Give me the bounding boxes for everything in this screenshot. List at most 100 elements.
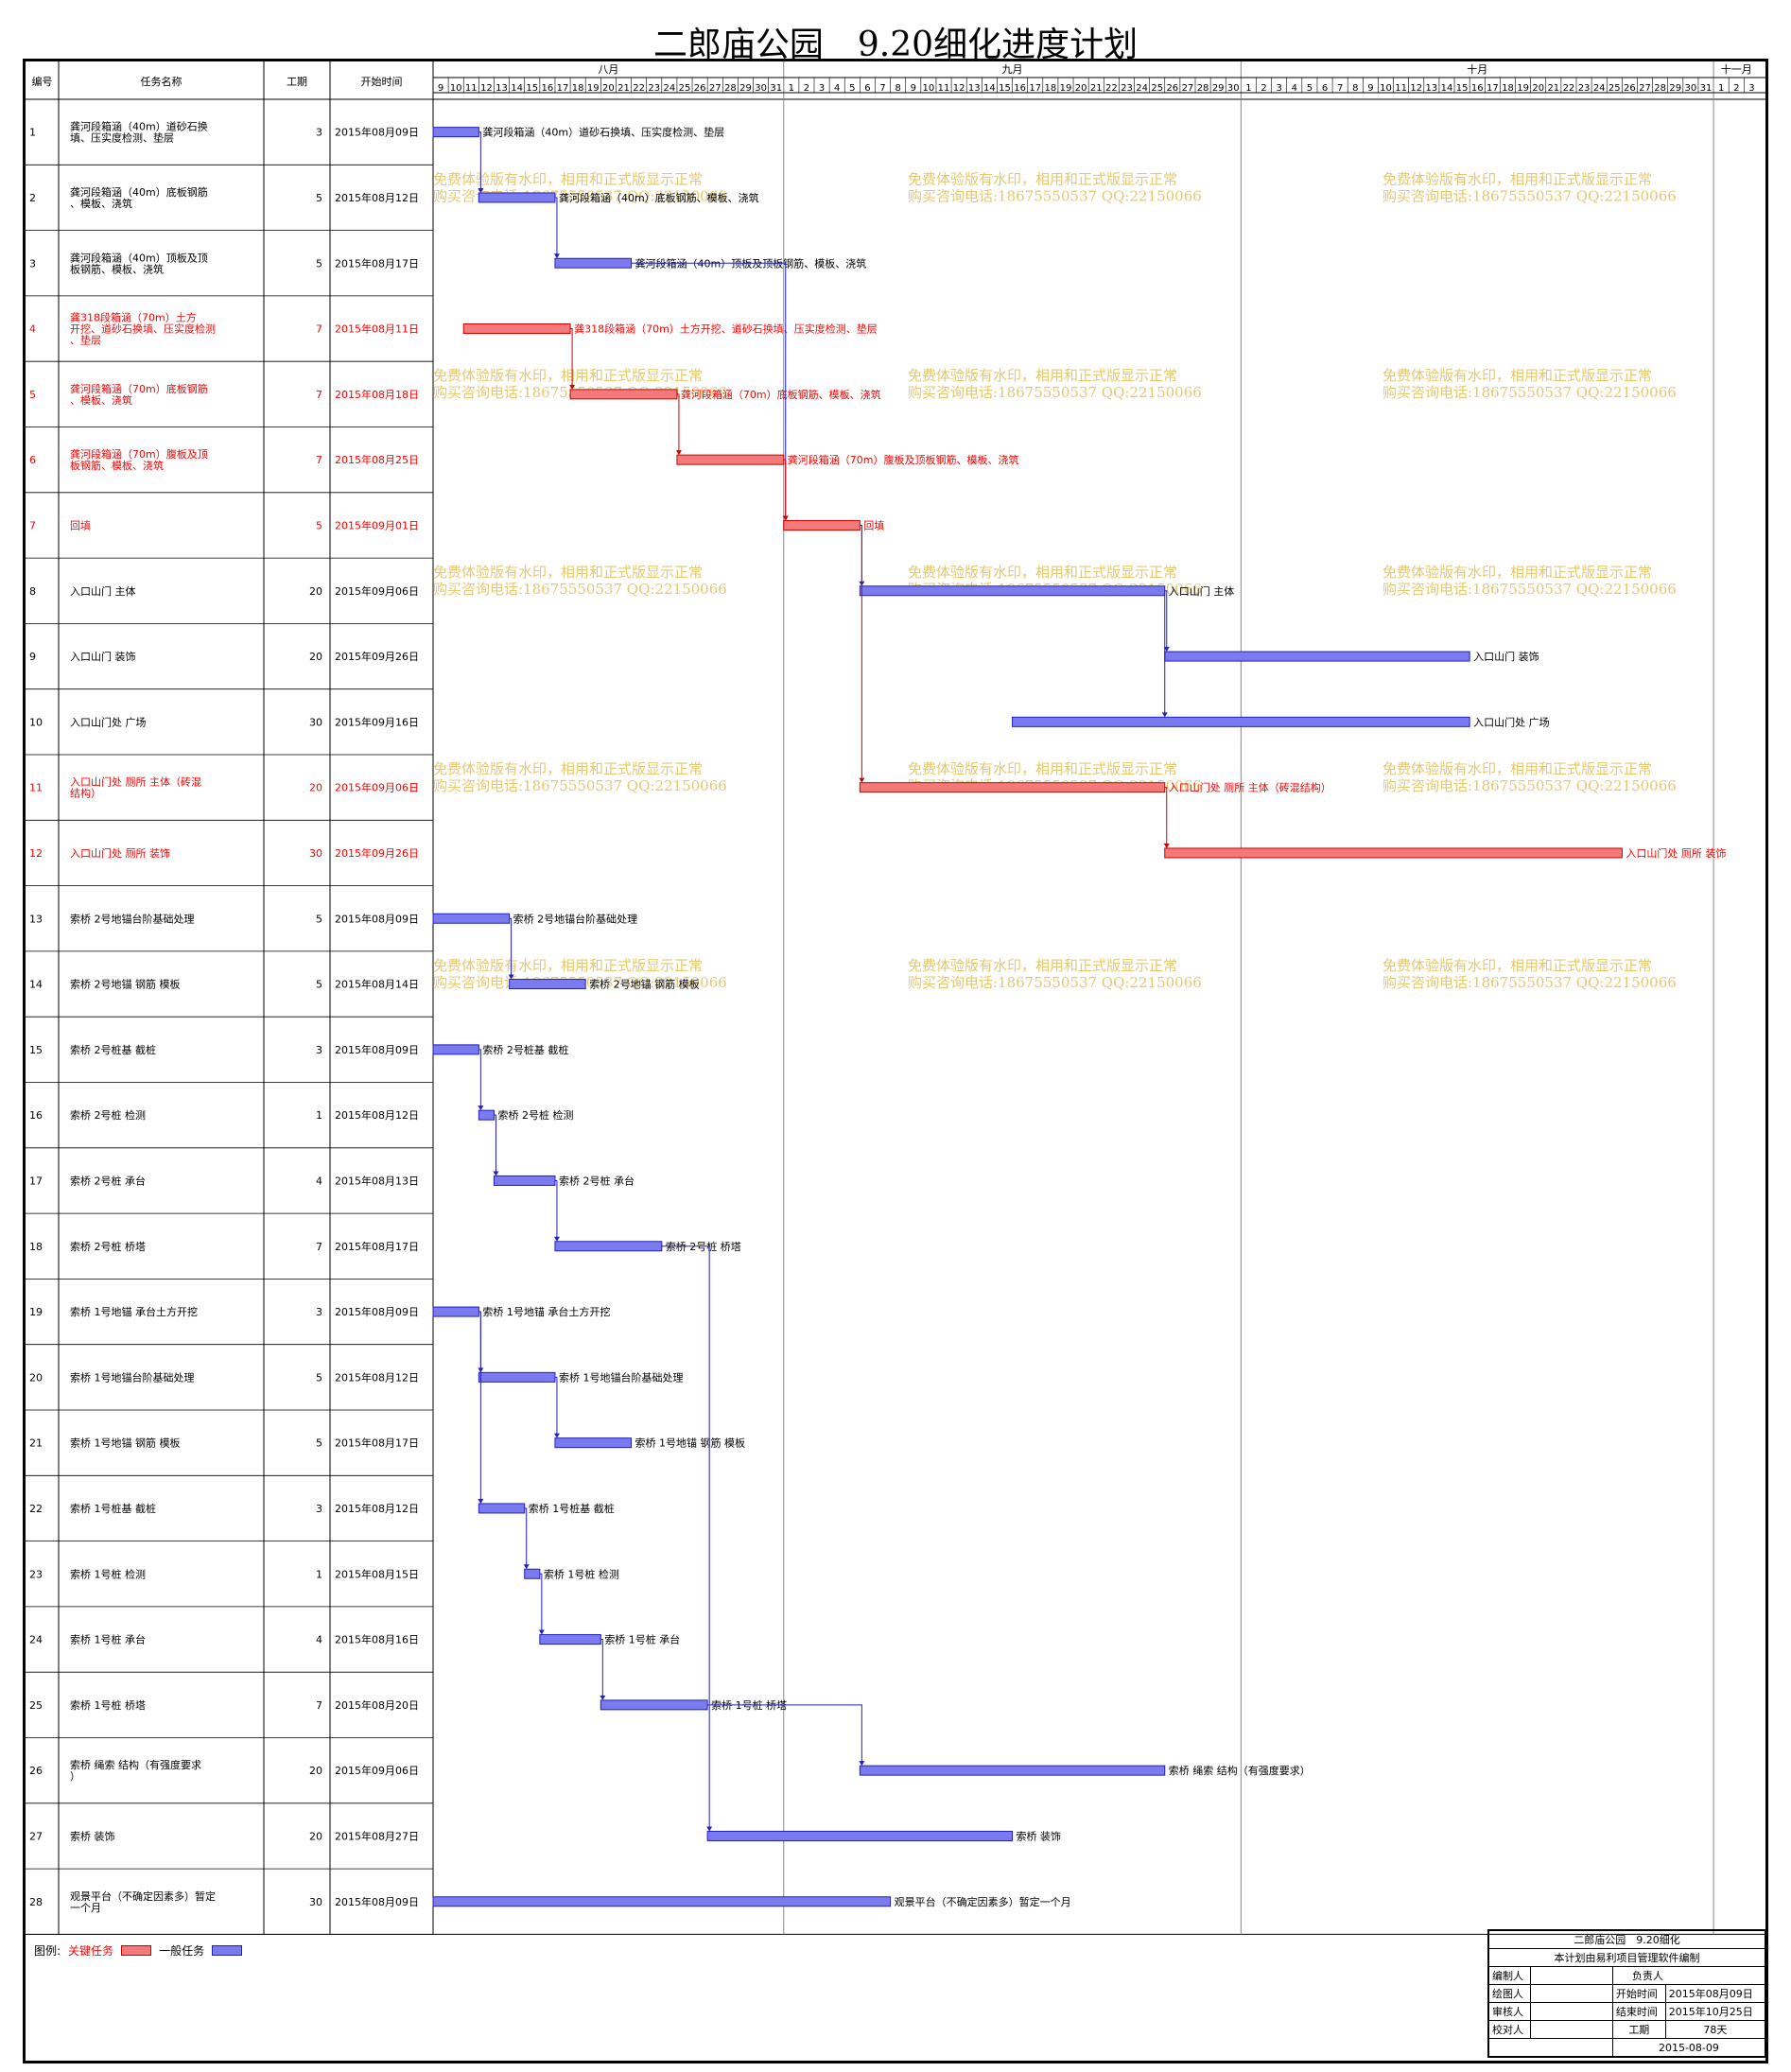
watermark-line1: 免费体验版有水印，相用和正式版显示正常 <box>433 957 703 974</box>
task-id: 12 <box>29 847 43 860</box>
task-bar-label: 索桥 1号桩 检测 <box>544 1567 619 1580</box>
day-label: 1 <box>1718 83 1724 94</box>
task-id: 19 <box>29 1306 43 1318</box>
dependency-arrow <box>478 187 484 193</box>
task-bar <box>478 192 556 203</box>
dependency-arrow <box>553 253 560 259</box>
info-subtitle: 本计划由易利项目管理软件编制 <box>1487 1948 1766 1967</box>
task-start: 2015年08月18日 <box>335 388 419 401</box>
task-bar-label: 索桥 装饰 <box>1017 1829 1062 1842</box>
task-bar <box>554 257 633 269</box>
task-name: 观景平台（不确定因素多）暂定 <box>70 1889 216 1903</box>
task-id: 18 <box>29 1241 43 1253</box>
task-name: 龚318段箱涵（70m）土方 <box>70 311 197 324</box>
task-duration: 4 <box>316 1175 322 1187</box>
task-name: 索桥 1号桩 检测 <box>70 1567 146 1580</box>
legend-prefix: 图例: <box>34 1944 61 1958</box>
task-duration: 3 <box>316 1044 322 1056</box>
task-name: 索桥 装饰 <box>70 1829 115 1842</box>
info-compiler: 编制人 <box>1487 1966 1531 1985</box>
task-bar <box>509 979 586 990</box>
dependency-link <box>631 262 787 520</box>
task-start: 2015年08月12日 <box>335 191 419 204</box>
dependency-arrow <box>859 1761 865 1767</box>
day-label: 5 <box>1307 83 1313 94</box>
dependency-link <box>783 459 787 520</box>
header-name: 任务名称 <box>141 75 183 88</box>
task-name: 入口山门 装饰 <box>70 650 136 663</box>
day-label: 13 <box>1425 83 1437 94</box>
task-bar <box>783 519 861 531</box>
task-bar-label: 龚河段箱涵（40m）底板钢筋、模板、浇筑 <box>559 191 759 204</box>
day-label: 22 <box>633 83 645 94</box>
task-start: 2015年08月09日 <box>335 1895 419 1908</box>
dependency-link <box>509 917 513 979</box>
task-name: 结构） <box>70 787 101 800</box>
task-start: 2015年08月11日 <box>335 322 419 336</box>
task-start: 2015年08月09日 <box>335 1305 419 1318</box>
dependency-link <box>478 1049 481 1110</box>
info-duration-label: 工期 <box>1611 2020 1666 2039</box>
task-id: 25 <box>29 1699 43 1712</box>
day-label: 12 <box>953 83 965 94</box>
day-label: 22 <box>1563 83 1575 94</box>
task-id: 14 <box>29 979 43 991</box>
day-label: 18 <box>1502 83 1514 94</box>
day-label: 28 <box>1197 83 1209 94</box>
info-end-value: 2015年10月25日 <box>1664 2002 1766 2021</box>
task-duration: 5 <box>316 257 322 270</box>
watermark-line2: 购买咨询电话:18675550537 QQ:22150066 <box>1382 777 1677 794</box>
day-label: 7 <box>879 83 885 94</box>
task-id: 11 <box>29 782 43 794</box>
task-id: 26 <box>29 1765 43 1777</box>
info-end-label: 结束时间 <box>1611 2002 1666 2021</box>
task-id: 20 <box>29 1371 43 1384</box>
task-bar <box>432 913 511 924</box>
dependency-link <box>524 1507 528 1569</box>
task-start: 2015年08月12日 <box>335 1370 419 1384</box>
info-checker: 校对人 <box>1487 2020 1531 2039</box>
day-label: 2 <box>1733 83 1739 94</box>
task-duration: 3 <box>316 1503 322 1515</box>
task-name: 、模板、浇筑 <box>70 393 132 407</box>
task-duration: 20 <box>309 585 322 598</box>
day-label: 19 <box>1060 83 1072 94</box>
watermark-line1: 免费体验版有水印，相用和正式版显示正常 <box>908 367 1177 384</box>
watermark-line1: 免费体验版有水印，相用和正式版显示正常 <box>1382 170 1652 187</box>
day-label: 12 <box>1410 83 1422 94</box>
day-label: 30 <box>755 83 767 94</box>
info-duration-value: 78天 <box>1664 2020 1766 2039</box>
task-bar-label: 龚河段箱涵（70m）腹板及顶板钢筋、模板、浇筑 <box>788 453 1019 466</box>
day-label: 12 <box>480 83 493 94</box>
day-label: 19 <box>1517 83 1529 94</box>
task-bar-label: 入口山门 主体 <box>1169 584 1235 598</box>
task-bar <box>600 1699 708 1711</box>
dependency-link <box>554 1376 558 1437</box>
day-label: 4 <box>1292 83 1297 94</box>
task-start: 2015年08月17日 <box>335 256 419 270</box>
task-start: 2015年08月17日 <box>335 1436 419 1450</box>
day-label: 1 <box>1245 83 1251 94</box>
day-label: 11 <box>938 83 950 94</box>
task-start: 2015年09月26日 <box>335 846 419 860</box>
day-label: 20 <box>1532 83 1544 94</box>
legend-critical-swatch <box>121 1945 152 1956</box>
task-start: 2015年08月14日 <box>335 978 419 991</box>
dependency-link <box>661 1245 710 1831</box>
day-label: 19 <box>587 83 600 94</box>
dependency-arrow <box>538 1629 545 1635</box>
task-start: 2015年08月12日 <box>335 1108 419 1122</box>
day-label: 11 <box>465 83 478 94</box>
info-date: 2015-08-09 <box>1611 2038 1766 2058</box>
task-duration: 4 <box>316 1634 322 1646</box>
task-id: 13 <box>29 913 43 925</box>
dependency-arrow <box>1163 843 1170 848</box>
day-label: 14 <box>983 83 996 94</box>
task-duration: 7 <box>316 454 322 466</box>
dependency-arrow <box>1161 712 1168 718</box>
day-label: 29 <box>1669 83 1681 94</box>
task-id: 24 <box>29 1634 43 1646</box>
task-start: 2015年09月06日 <box>335 1764 419 1777</box>
task-duration: 7 <box>316 323 322 336</box>
task-duration: 30 <box>309 1896 322 1908</box>
